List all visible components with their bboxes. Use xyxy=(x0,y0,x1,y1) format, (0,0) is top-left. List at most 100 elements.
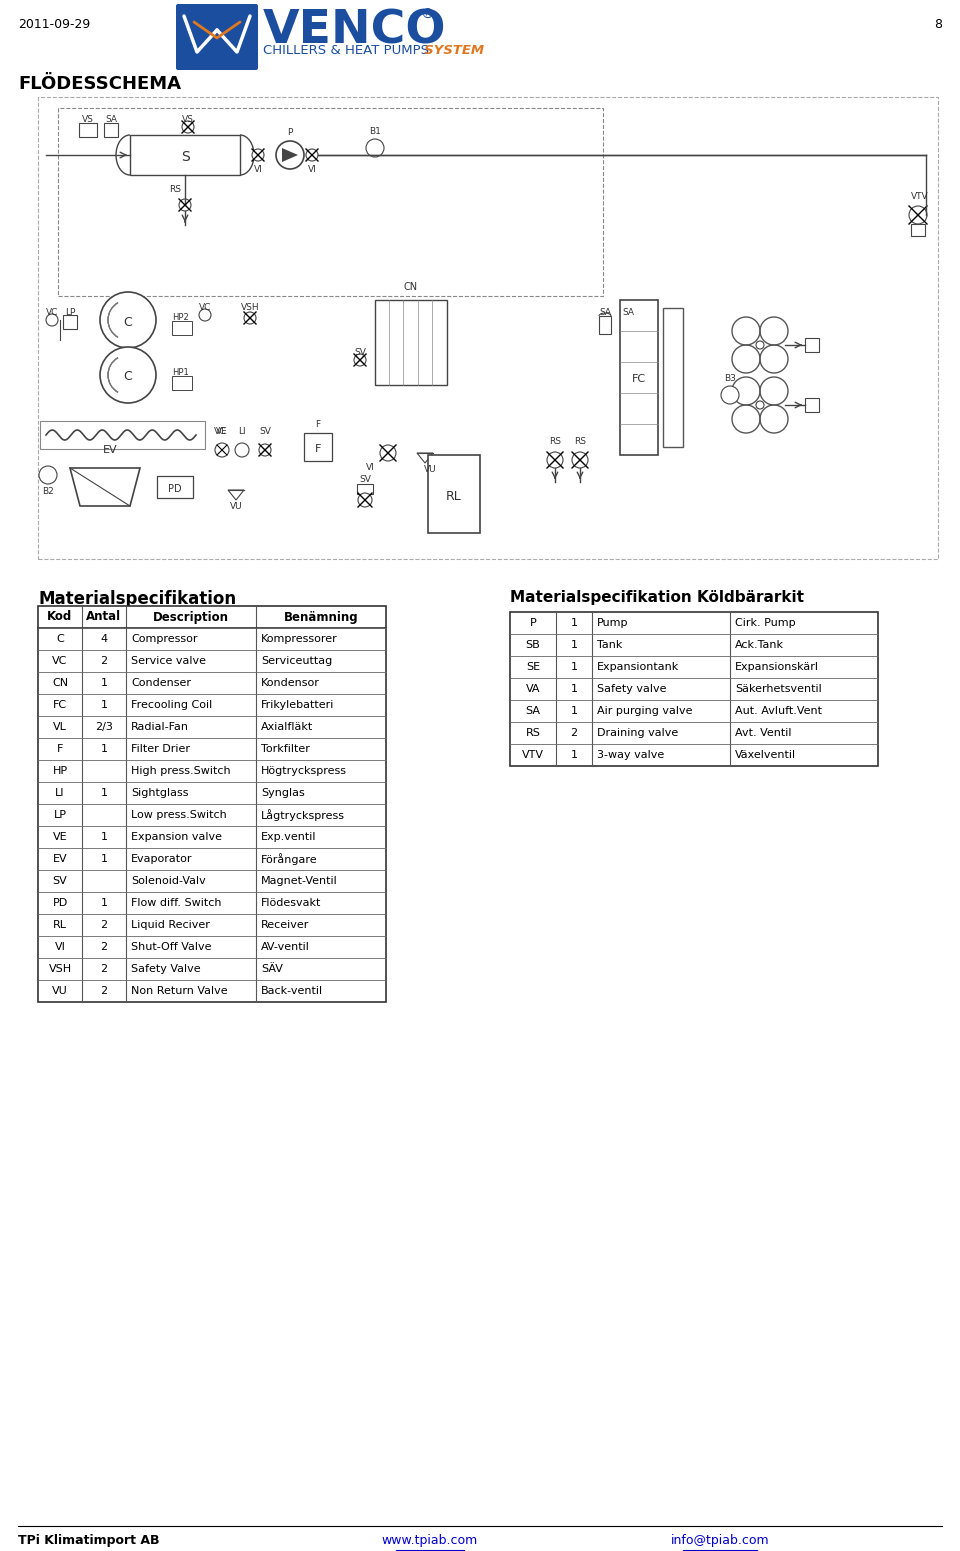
Text: Frikylebatteri: Frikylebatteri xyxy=(261,700,334,710)
Text: 2: 2 xyxy=(101,986,108,996)
Text: Förångare: Förångare xyxy=(261,853,318,865)
Text: 1: 1 xyxy=(570,706,578,717)
Text: VU: VU xyxy=(423,465,436,475)
Text: LP: LP xyxy=(65,309,75,316)
Text: VL: VL xyxy=(53,723,67,732)
Text: HP1: HP1 xyxy=(172,368,189,377)
Text: VS: VS xyxy=(182,115,194,124)
Text: SA: SA xyxy=(599,309,611,316)
Text: 2/3: 2/3 xyxy=(95,723,113,732)
Text: SV: SV xyxy=(259,427,271,436)
Text: Aut. Avluft.Vent: Aut. Avluft.Vent xyxy=(735,706,822,717)
Text: Tank: Tank xyxy=(597,641,622,650)
Bar xyxy=(172,375,192,389)
Text: VTV: VTV xyxy=(911,192,929,202)
Text: Compressor: Compressor xyxy=(131,634,198,644)
Text: Air purging valve: Air purging valve xyxy=(597,706,692,717)
Text: FLÖDESSCHEMA: FLÖDESSCHEMA xyxy=(18,74,181,93)
Bar xyxy=(104,123,118,136)
Bar xyxy=(805,338,819,352)
Text: EV: EV xyxy=(103,445,117,454)
Text: Cirk. Pump: Cirk. Pump xyxy=(735,617,796,628)
Text: High press.Switch: High press.Switch xyxy=(131,766,230,776)
Text: Exp.ventil: Exp.ventil xyxy=(261,831,317,842)
Bar xyxy=(620,299,658,454)
Text: Ack.Tank: Ack.Tank xyxy=(735,641,784,650)
Circle shape xyxy=(215,444,229,458)
Circle shape xyxy=(100,347,156,403)
Circle shape xyxy=(46,313,58,326)
Bar xyxy=(38,606,386,1002)
Text: Magnet-Ventil: Magnet-Ventil xyxy=(261,876,338,886)
Text: Materialspecifikation Köldbärarkit: Materialspecifikation Köldbärarkit xyxy=(510,589,804,605)
Circle shape xyxy=(252,149,264,161)
FancyBboxPatch shape xyxy=(176,5,258,70)
Text: B3: B3 xyxy=(724,374,736,383)
Bar xyxy=(911,223,925,236)
Text: 3-way valve: 3-way valve xyxy=(597,751,664,760)
Circle shape xyxy=(756,341,764,349)
Text: F: F xyxy=(316,420,321,430)
Text: 1: 1 xyxy=(101,744,108,754)
Text: VC: VC xyxy=(52,656,68,665)
Circle shape xyxy=(547,451,563,468)
Circle shape xyxy=(179,199,191,211)
Bar xyxy=(510,613,878,766)
Text: ®: ® xyxy=(420,8,434,22)
Circle shape xyxy=(380,445,396,461)
Bar xyxy=(79,123,97,136)
Text: SE: SE xyxy=(526,662,540,672)
Text: SA: SA xyxy=(622,309,634,316)
Text: HP2: HP2 xyxy=(172,313,189,323)
Text: VI: VI xyxy=(253,164,262,174)
Text: RS: RS xyxy=(525,727,540,738)
Text: EV: EV xyxy=(53,855,67,864)
Text: Non Return Valve: Non Return Valve xyxy=(131,986,228,996)
Text: Flödesvakt: Flödesvakt xyxy=(261,898,322,907)
Text: VC: VC xyxy=(46,309,59,316)
Text: P: P xyxy=(287,129,293,136)
Text: 1: 1 xyxy=(101,788,108,799)
Text: 1: 1 xyxy=(101,678,108,689)
Circle shape xyxy=(306,149,318,161)
Text: SV: SV xyxy=(53,876,67,886)
Text: Evaporator: Evaporator xyxy=(131,855,193,864)
Text: Back-ventil: Back-ventil xyxy=(261,986,324,996)
Text: Safety valve: Safety valve xyxy=(597,684,666,693)
Text: F: F xyxy=(57,744,63,754)
Text: VSH: VSH xyxy=(241,302,259,312)
Text: VI: VI xyxy=(55,941,65,952)
Text: Safety Valve: Safety Valve xyxy=(131,965,201,974)
Text: FC: FC xyxy=(632,374,646,385)
Bar xyxy=(428,454,480,534)
Text: CHILLERS & HEAT PUMPS: CHILLERS & HEAT PUMPS xyxy=(263,43,429,57)
Text: 1: 1 xyxy=(101,700,108,710)
Text: Expansiontank: Expansiontank xyxy=(597,662,680,672)
Bar xyxy=(357,484,373,495)
Bar xyxy=(375,299,447,385)
Polygon shape xyxy=(70,468,140,506)
Text: VU: VU xyxy=(229,503,242,510)
Text: Synglas: Synglas xyxy=(261,788,304,799)
Text: VS: VS xyxy=(82,115,94,124)
Text: Solenoid-Valv: Solenoid-Valv xyxy=(131,876,205,886)
Text: 2: 2 xyxy=(101,656,108,665)
Text: VENCO: VENCO xyxy=(263,8,446,53)
Text: SV: SV xyxy=(354,347,366,357)
Circle shape xyxy=(366,140,384,157)
Bar xyxy=(157,476,193,498)
Text: Expansion valve: Expansion valve xyxy=(131,831,222,842)
Text: 1: 1 xyxy=(570,662,578,672)
Polygon shape xyxy=(417,453,433,464)
Text: Kondensor: Kondensor xyxy=(261,678,320,689)
Bar xyxy=(304,433,332,461)
Text: Sightglass: Sightglass xyxy=(131,788,188,799)
Bar xyxy=(130,135,240,175)
Text: C: C xyxy=(124,371,132,383)
Text: Säkerhetsventil: Säkerhetsventil xyxy=(735,684,822,693)
Bar xyxy=(622,316,634,333)
Text: LP: LP xyxy=(54,810,66,820)
Text: SYSTEM: SYSTEM xyxy=(415,43,484,57)
Circle shape xyxy=(276,141,304,169)
Bar xyxy=(40,420,205,448)
